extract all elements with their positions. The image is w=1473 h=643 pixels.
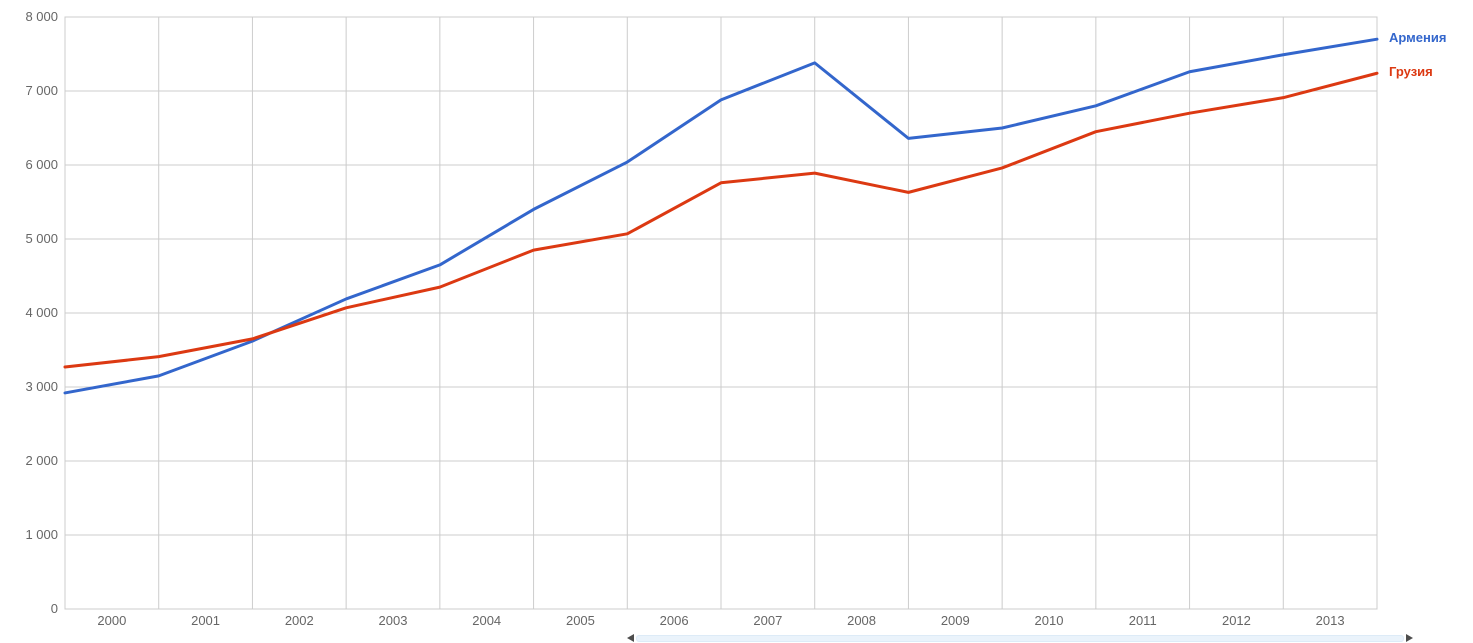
x-tick-label: 2012 [1221, 613, 1251, 628]
legend: Армения Грузия [1389, 31, 1473, 99]
x-tick-label: 2010 [1034, 613, 1064, 628]
y-tick-label: 7 000 [25, 83, 58, 98]
x-tick-label: 2006 [659, 613, 689, 628]
y-tick-label: 1 000 [25, 527, 58, 542]
y-tick-label: 8 000 [25, 9, 58, 24]
x-tick-label: 2009 [940, 613, 970, 628]
y-tick-label: 4 000 [25, 305, 58, 320]
series-line-1[interactable] [63, 71, 1379, 369]
y-tick-label: 2 000 [25, 453, 58, 468]
legend-item-georgia[interactable]: Грузия [1389, 64, 1433, 79]
x-tick-label: 2013 [1315, 613, 1345, 628]
y-tick-label: 3 000 [25, 379, 58, 394]
x-tick-label: 2001 [191, 613, 221, 628]
y-tick-label: 5 000 [25, 231, 58, 246]
x-tick-label: 2002 [284, 613, 314, 628]
legend-item-armenia[interactable]: Армения [1389, 30, 1447, 45]
y-tick-label: 6 000 [25, 157, 58, 172]
scrollbar-track[interactable] [636, 634, 1404, 642]
x-tick-label: 2004 [472, 613, 502, 628]
scroll-left-icon[interactable] [627, 634, 634, 642]
x-tick-label: 2003 [378, 613, 408, 628]
scroll-right-icon[interactable] [1406, 634, 1413, 642]
x-tick-label: 2008 [847, 613, 877, 628]
horizontal-scrollbar[interactable] [627, 633, 1413, 643]
y-tick-label: 0 [50, 601, 58, 616]
x-tick-label: 2000 [97, 613, 127, 628]
x-tick-label: 2011 [1128, 613, 1157, 628]
x-tick-label: 2007 [753, 613, 783, 628]
plot-border [64, 16, 1378, 610]
x-tick-label: 2005 [565, 613, 595, 628]
